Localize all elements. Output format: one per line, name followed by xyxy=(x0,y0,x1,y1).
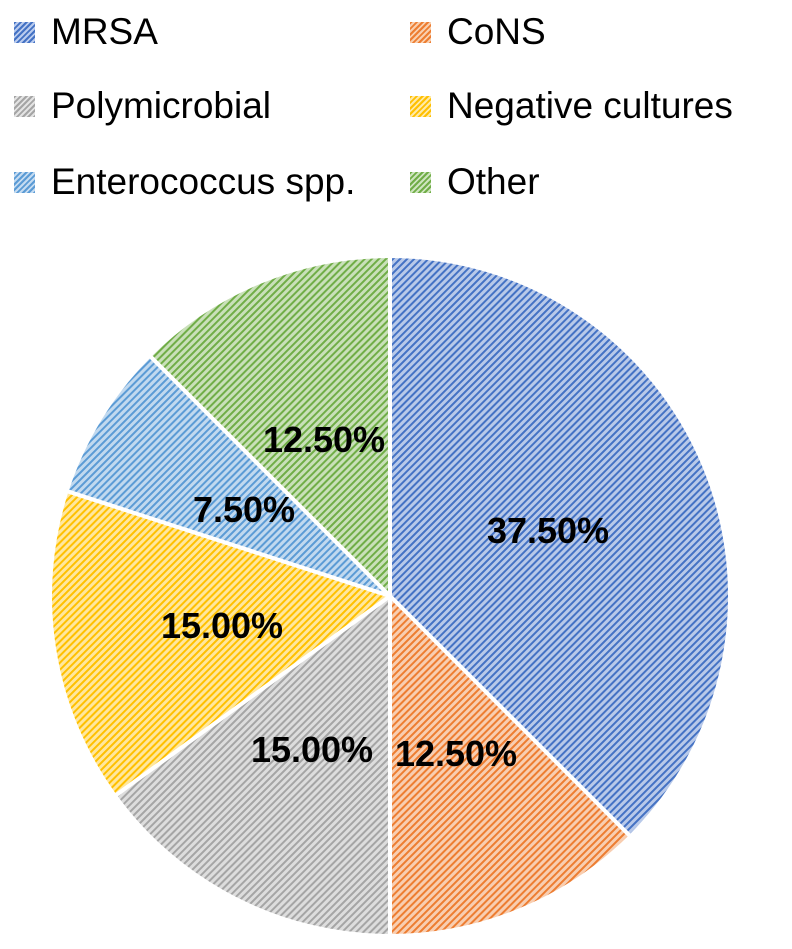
pie-slice-mrsa xyxy=(388,254,732,839)
legend-label: Negative cultures xyxy=(447,85,733,126)
legend-item-other: Other xyxy=(410,152,540,212)
data-label-enterococcus: 7.50% xyxy=(193,489,295,530)
legend-swatch-icon xyxy=(14,171,35,193)
legend-item-negative-cultures: Negative cultures xyxy=(410,76,733,136)
pie-slice-other xyxy=(147,254,392,598)
pie-slice-polymicrobial xyxy=(112,594,392,938)
legend-label: Polymicrobial xyxy=(51,85,272,126)
legend-item-polymicrobial: Polymicrobial xyxy=(14,76,271,136)
pie-data-labels: 37.50% 12.50% 15.00% 15.00% 7.50% 12.50% xyxy=(161,419,609,774)
legend-swatch-icon xyxy=(14,21,35,43)
legend-label: MRSA xyxy=(51,11,158,52)
legend-label: CoNS xyxy=(447,11,546,52)
legend-label: Enterococcus spp. xyxy=(51,161,356,202)
data-label-cons: 12.50% xyxy=(395,733,517,774)
data-label-mrsa: 37.50% xyxy=(487,510,609,551)
pie-slice-cons xyxy=(388,594,633,938)
legend-swatch-icon xyxy=(410,21,431,43)
legend-swatch-icon xyxy=(410,171,431,193)
legend-item-mrsa: MRSA xyxy=(14,2,158,62)
legend-swatch-icon xyxy=(410,95,431,117)
legend-item-enterococcus: Enterococcus spp. xyxy=(14,152,355,212)
data-label-negative-cultures: 15.00% xyxy=(161,605,283,646)
chart-legend: MRSA CoNS Polymicrobial Negative culture… xyxy=(0,0,792,230)
pie-slice-enterococcus-spp xyxy=(64,353,392,598)
data-label-other: 12.50% xyxy=(263,419,385,460)
legend-label: Other xyxy=(447,161,540,202)
data-label-polymicrobial: 15.00% xyxy=(251,729,373,770)
pie-slice-negative-cultures xyxy=(47,488,392,798)
pie-slices xyxy=(47,254,732,938)
legend-swatch-icon xyxy=(14,95,35,117)
legend-item-cons: CoNS xyxy=(410,2,546,62)
